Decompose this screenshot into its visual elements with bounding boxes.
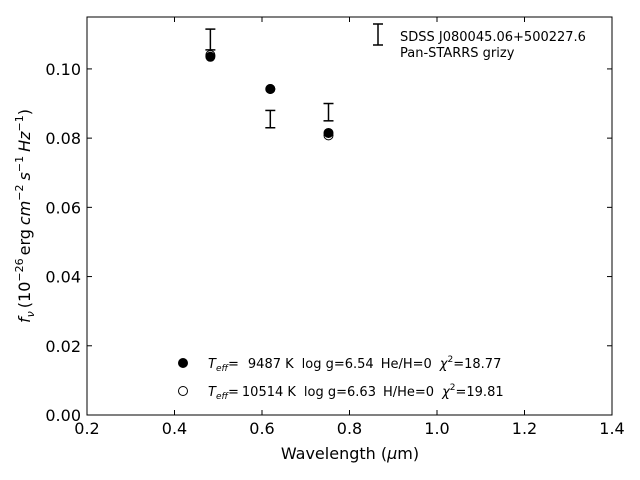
model-point-filled [323,127,334,138]
observed-series [205,28,334,129]
x-tick-label: 0.2 [74,419,99,438]
x-tick-label: 0.8 [337,419,362,438]
legend-observed-filters: Pan-STARRS grizy [400,46,515,61]
y-axis: 0.00 0.02 0.04 0.06 0.08 0.10 [45,60,612,425]
observed-errorbar [323,102,334,122]
x-tick-label: 1.4 [599,419,624,438]
plot-frame [86,16,613,416]
x-tick-label: 1.0 [424,419,449,438]
x-axis: 0.2 0.4 0.6 0.8 1.0 1.2 1.4 [74,17,625,438]
y-tick-label: 0.10 [45,60,81,79]
x-tick-label: 0.4 [162,419,187,438]
legend-errorbar-icon [373,23,383,46]
observed-errorbar [205,28,216,51]
y-tick-label: 0.06 [45,198,81,217]
x-tick-label: 0.6 [249,419,274,438]
observed-errorbar [265,109,276,129]
x-axis-label: Wavelength (μm) [281,444,419,463]
legend-open-marker-icon [178,386,188,396]
legend-observed-name: SDSS J080045.06+500227.6 [400,30,586,45]
model-point-filled [265,83,276,94]
y-tick-label: 0.04 [45,268,81,287]
y-tick-label: 0.00 [45,406,81,425]
x-tick-label: 1.2 [512,419,537,438]
y-tick-label: 0.08 [45,129,81,148]
legend-observed: SDSS J080045.06+500227.6 Pan-STARRS griz… [373,23,586,61]
legend-filled-marker-icon [178,358,188,368]
model-series [205,50,334,141]
model-point-filled [205,51,216,62]
y-tick-label: 0.02 [45,337,81,356]
y-axis-label: fν(10−26ergcm−2s−1Hz−1) [13,109,37,323]
